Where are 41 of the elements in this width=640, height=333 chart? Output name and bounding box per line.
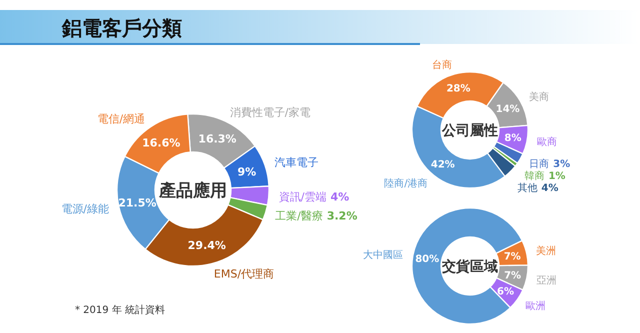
data-label: 29.4%: [188, 239, 226, 252]
data-label: 42%: [430, 160, 455, 171]
slice-label: 資訊/雲端: [278, 190, 326, 204]
text: 公司屬性: [441, 123, 498, 140]
text: 交貨區域: [441, 258, 498, 276]
slice-label: 歐商: [537, 136, 558, 148]
data-label: 14%: [496, 104, 520, 115]
data-label: 7%: [504, 252, 521, 263]
slice-label: 日商: [529, 158, 550, 170]
data-label: 6%: [497, 286, 514, 298]
slice-label: 電信/網通: [97, 112, 146, 126]
slice-label: 大中國區: [363, 248, 404, 261]
slice-label: 電源/綠能: [61, 202, 110, 216]
slice-label: 台商: [432, 59, 452, 72]
text: * 2019 年 統計資料: [75, 304, 165, 316]
data-label: 21.5%: [118, 196, 156, 210]
slice-label: 消費性電子/家電: [230, 106, 311, 120]
text: 鋁電客戶分類: [61, 16, 182, 40]
slice-label: 歐洲: [526, 300, 546, 312]
data-label: 3.2%: [326, 209, 358, 222]
data-label: 16.6%: [142, 136, 180, 150]
text: 產品應用: [158, 181, 227, 202]
slice-label: EMS/代理商: [214, 267, 274, 280]
data-label: 80%: [415, 254, 440, 266]
data-label: 4%: [541, 183, 558, 194]
data-label: 16.3%: [198, 132, 236, 146]
data-label: 4%: [330, 190, 350, 204]
slice-label: 其他: [517, 182, 538, 194]
data-label: 28%: [446, 84, 470, 95]
data-label: 8%: [504, 133, 522, 144]
slice-label: 工業/醫療: [275, 209, 323, 222]
slice-label: 韓商: [524, 170, 544, 182]
slice-label: 美商: [529, 90, 550, 103]
slice-label: 汽車電子: [274, 156, 318, 169]
data-label: 1%: [548, 171, 566, 182]
slice-label: 亞洲: [536, 274, 557, 287]
data-label: 3%: [553, 159, 570, 170]
slice-label: 美洲: [536, 244, 556, 257]
slice-label: 陸商/港商: [384, 178, 428, 190]
data-label: 7%: [504, 270, 522, 282]
data-label: 9%: [238, 165, 256, 178]
